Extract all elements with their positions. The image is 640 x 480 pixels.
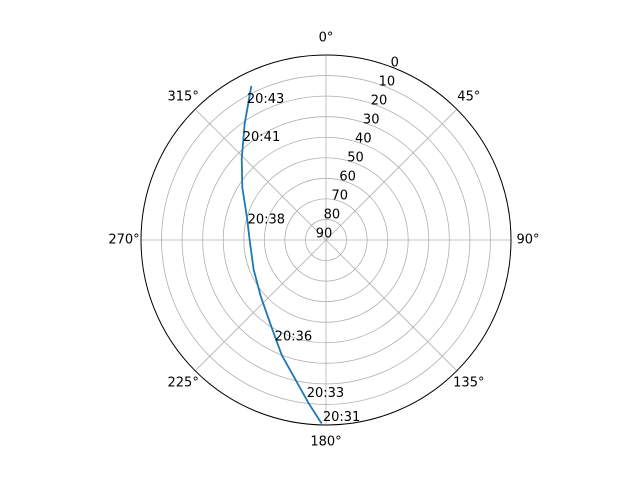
r-tick-label: 80 [324, 208, 341, 223]
angular-gridline-315 [194, 108, 327, 241]
theta-tick-label: 90° [516, 233, 539, 248]
polar-frame [140, 54, 512, 426]
time-annotation: 20:36 [275, 330, 312, 345]
angular-gridline-135 [325, 239, 458, 372]
theta-tick-label: 0° [319, 31, 334, 46]
theta-tick-label: 180° [310, 435, 341, 450]
theta-tick-label: 225° [168, 375, 199, 390]
theta-tick-label: 135° [453, 375, 484, 390]
r-tick-label: 50 [347, 151, 364, 166]
time-annotation: 20:38 [248, 212, 285, 227]
theta-tick-label: 315° [168, 90, 199, 105]
r-tick-label: 90 [316, 227, 333, 242]
time-annotation: 20:31 [323, 410, 360, 425]
grid [141, 55, 511, 425]
angular-gridline-225 [194, 239, 327, 372]
angular-gridline-45 [325, 108, 458, 241]
r-tick-label: 40 [355, 132, 372, 147]
time-annotation: 20:33 [307, 386, 344, 401]
theta-tick-label: 45° [457, 90, 480, 105]
time-annotation: 20:43 [247, 92, 284, 107]
r-tick-label: 60 [339, 170, 356, 185]
r-tick-label: 0 [391, 56, 399, 71]
r-tick-label: 10 [379, 75, 396, 90]
r-tick-label: 20 [371, 94, 388, 109]
labels: 0° 45° 90° 135° 180° 225° 270° 315° 0 10 20 30 40 50 6… [108, 31, 539, 450]
r-tick-label: 30 [363, 113, 380, 128]
series-line-0 [240, 85, 323, 424]
r-tick-label: 70 [331, 189, 348, 204]
time-annotation: 20:41 [243, 130, 280, 145]
series-layer [240, 85, 323, 424]
theta-tick-label: 270° [108, 233, 139, 248]
